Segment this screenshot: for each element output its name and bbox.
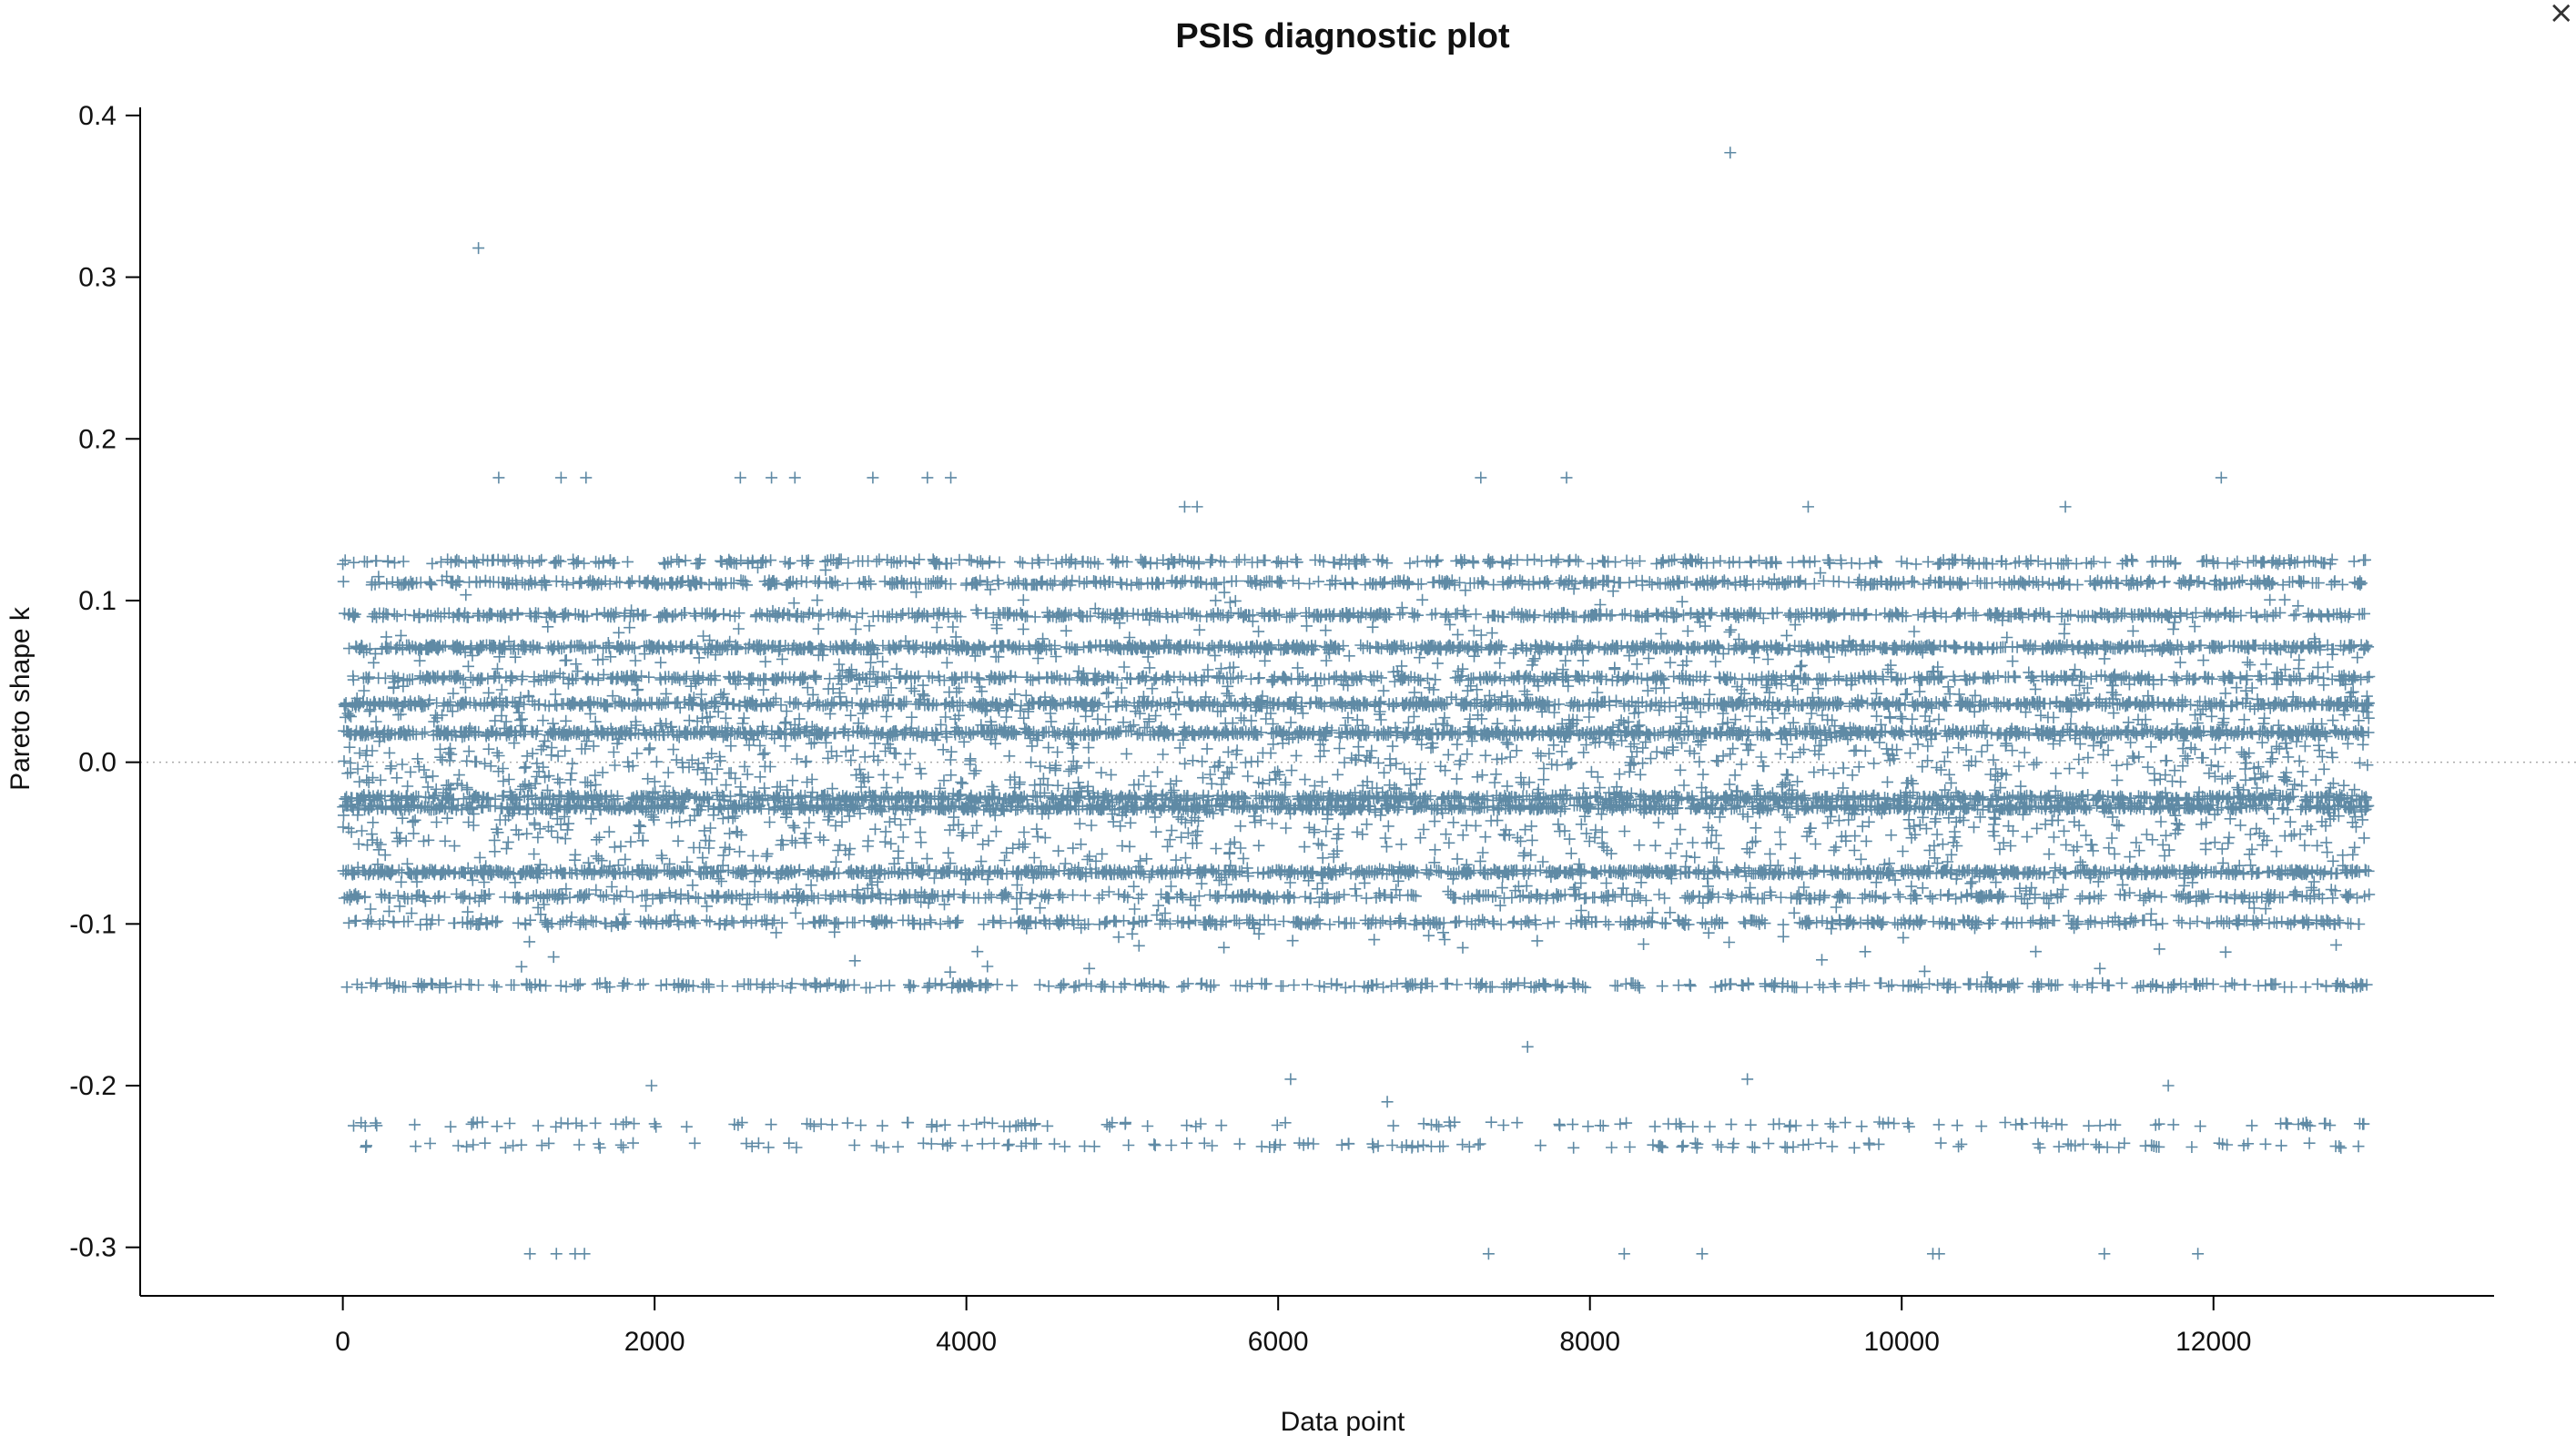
outlier-point: [1741, 1073, 1754, 1086]
outlier-point: [1618, 1248, 1630, 1260]
scatter-point-group: [1818, 553, 1908, 1154]
y-tick-label: 0.2: [78, 424, 117, 454]
outlier-point: [550, 1248, 563, 1260]
scatter-point-group: [1584, 553, 1674, 1154]
outlier-point: [578, 1248, 591, 1260]
y-axis-label: Pareto shape k: [5, 606, 35, 791]
outlier-point: [945, 471, 958, 484]
scatter-point-group: [337, 554, 427, 1153]
outlier-point: [2192, 1248, 2205, 1260]
outlier-point: [2162, 1079, 2175, 1092]
x-tick-label: 8000: [1559, 1327, 1620, 1357]
y-tick-label: -0.2: [69, 1071, 117, 1101]
y-tick-label: -0.3: [69, 1233, 117, 1263]
outlier-point: [580, 471, 593, 484]
scatter-point-group: [414, 553, 505, 1153]
scatter-point-group: [726, 554, 816, 1154]
scatter-point-group: [1973, 554, 2064, 1154]
scatter-point-group: [1739, 554, 1830, 1154]
scatter-point-group: [1427, 553, 1518, 1153]
outlier-point: [492, 471, 505, 484]
outlier-point: [2059, 500, 2072, 513]
scatter-point-group: [648, 553, 739, 1149]
x-tick-label: 12000: [2175, 1327, 2251, 1357]
scatter-point-group: [1506, 553, 1596, 1154]
x-axis-label: Data point: [1281, 1407, 1405, 1437]
outlier-point: [472, 242, 485, 255]
y-tick-label: 0.1: [78, 586, 117, 616]
outlier-point: [1178, 500, 1191, 513]
scatter-point-group: [2285, 553, 2376, 1154]
outlier-point: [766, 471, 778, 484]
outlier-point: [734, 471, 746, 484]
outlier-point: [1801, 500, 1814, 513]
outlier-point: [788, 471, 801, 484]
outlier-point: [1521, 1040, 1534, 1053]
y-axis-ticks: -0.3 -0.2 -0.1 0.0 0.1 0.2 0.3 0.4: [69, 101, 140, 1263]
scatter-point-group: [1661, 553, 1752, 1154]
outlier-point: [2215, 471, 2227, 484]
outlier-point: [2098, 1248, 2111, 1260]
y-tick-label: -0.1: [69, 909, 117, 939]
scatter-point-group: [1194, 553, 1284, 1154]
x-tick-label: 10000: [1863, 1327, 1939, 1357]
y-tick-label: 0.4: [78, 101, 117, 131]
close-icon[interactable]: ×: [2548, 0, 2575, 31]
outlier-point: [1284, 1073, 1297, 1086]
scatter-point-group: [2052, 553, 2142, 1154]
x-axis-ticks: 0 2000 4000 6000 8000 10000 12000: [335, 1296, 2251, 1357]
scatter-point-group: [804, 553, 895, 1154]
outlier-point: [554, 471, 567, 484]
outlier-point: [1560, 471, 1573, 484]
scatter-point-group: [571, 554, 661, 1154]
scatter-point-group: [2207, 554, 2297, 1152]
x-tick-label: 0: [335, 1327, 350, 1357]
x-tick-label: 6000: [1248, 1327, 1309, 1357]
x-tick-label: 2000: [624, 1327, 685, 1357]
y-tick-label: 0.0: [78, 748, 117, 778]
outlier-point: [523, 1248, 536, 1260]
scatter-point-group: [1895, 553, 1986, 1153]
outlier-point: [1724, 147, 1737, 159]
scatter-point-group: [1038, 553, 1129, 1153]
outlier-point: [1482, 1248, 1495, 1260]
scatter-point-group: [960, 553, 1050, 1152]
scatter-point-group: [1116, 553, 1206, 1152]
scatter-point-group: [882, 553, 972, 1153]
scatter-point-group: [2129, 553, 2220, 1153]
scatter-point-group: [492, 553, 583, 1154]
outlier-point: [1696, 1248, 1709, 1260]
y-tick-label: 0.3: [78, 263, 117, 293]
scatter-points: [337, 147, 2376, 1260]
outlier-point: [1381, 1096, 1394, 1108]
outlier-point: [921, 471, 934, 484]
outlier-point: [1191, 500, 1203, 513]
scatter-point-group: [1350, 553, 1440, 1154]
outlier-point: [867, 471, 879, 484]
scatter-point-group: [1272, 553, 1363, 1151]
chart-title: PSIS diagnostic plot: [1175, 17, 1510, 56]
outlier-point: [1475, 471, 1487, 484]
outlier-point: [645, 1079, 658, 1092]
x-tick-label: 4000: [936, 1327, 997, 1357]
outlier-point: [1932, 1248, 1945, 1260]
